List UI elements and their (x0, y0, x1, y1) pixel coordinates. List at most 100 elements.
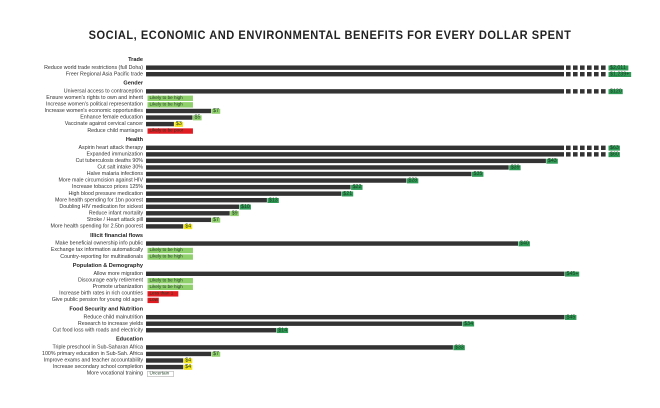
value-badge (183, 364, 193, 370)
bar-break-segment (573, 65, 578, 70)
value-badge (267, 198, 279, 203)
row-label: Exchange tax information automatically (51, 247, 144, 253)
bar (146, 271, 565, 276)
row-label: Make beneficial ownership info public (55, 241, 143, 247)
qualitative-badge (147, 284, 193, 290)
value-badge (183, 358, 193, 364)
value-badge (230, 211, 239, 217)
bar-break-segment (587, 89, 592, 94)
value-label: $3 (176, 121, 182, 127)
value-badge (239, 204, 251, 210)
row-label: Ensure women's rights to own and inherit (46, 95, 143, 101)
row-label: Reduce infant mortality (89, 210, 144, 216)
row-label: High blood pressure medication (69, 191, 144, 197)
value-badge (211, 217, 221, 223)
bar-break-segment (587, 65, 592, 70)
value-badge (509, 165, 521, 171)
qualitative-label: Likely to be high (150, 284, 184, 289)
bar (146, 345, 453, 350)
qualitative-badge (147, 247, 193, 254)
value-label: $43 (548, 158, 557, 164)
bar-break-segment (601, 65, 606, 70)
value-label: $14 (278, 327, 287, 333)
bar-break-segment (587, 72, 592, 77)
value-label: $7 (213, 108, 219, 114)
bar (146, 328, 277, 333)
bar-break-segment (566, 65, 571, 70)
qualitative-badge (147, 102, 193, 108)
qualitative-label: Likely to be poor (150, 128, 184, 133)
bar-break-segment (566, 89, 571, 94)
value-label: $13 (269, 197, 278, 203)
bar-break-segment (601, 72, 606, 77)
qualitative-label: Likely to be high (150, 247, 184, 252)
value-label: $21 (343, 191, 352, 197)
bar-break-segment (594, 152, 599, 157)
bar-break-segment (580, 145, 585, 150)
row-label: Research to increase yields (78, 321, 143, 327)
bar-break-segment (573, 89, 578, 94)
bar (146, 241, 518, 246)
bar (146, 115, 193, 120)
value-badge (518, 241, 530, 247)
row-label: 100% primary education in Sub-Sah. Afric… (42, 351, 143, 357)
value-badge (183, 224, 193, 230)
value-badge (211, 351, 221, 357)
bar-break-segment (594, 65, 599, 70)
section-heading: Population & Demography (73, 263, 144, 269)
row-label: Cut salt intake 30% (97, 165, 143, 171)
value-badge (211, 108, 221, 114)
value-label: $5 (195, 115, 201, 121)
row-label: Give public pension for young old ages (52, 297, 144, 303)
value-badge (608, 89, 623, 95)
row-label: Enhance female education (80, 115, 143, 121)
section-heading: Education (116, 337, 144, 343)
bar-break-segment (601, 152, 606, 157)
value-label: $39 (511, 165, 520, 171)
qualitative-badge (147, 128, 193, 134)
bar (146, 121, 174, 127)
bar (146, 204, 239, 209)
value-label: $4 (185, 224, 191, 230)
value-label: $45+ (567, 271, 579, 277)
row-label: Universal access to contraception (64, 88, 143, 94)
bar-break-segment (594, 89, 599, 94)
bar-break-segment (573, 72, 578, 77)
row-label: Reduce world trade restrictions (full Do… (44, 65, 143, 71)
row-label: Expanded immunization (86, 151, 143, 157)
bar (146, 364, 184, 370)
row-label: Country-reporting for multinationals (60, 254, 143, 260)
row-label: Reduce child malnutrition (84, 314, 144, 320)
value-badge (608, 65, 629, 71)
row-label: Vaccinate against cervical cancer (65, 121, 143, 127)
row-label: Increase tobacco prices 125% (72, 184, 143, 190)
value-label: $7 (213, 351, 219, 357)
qualitative-label: Likely to be high (150, 101, 184, 106)
row-label: More health spending for 2.5bn poorest (51, 224, 144, 230)
bar (146, 351, 212, 357)
value-label: $28 (408, 178, 417, 184)
value-badge (546, 158, 558, 164)
value-label: $35 (474, 171, 483, 177)
value-badge (406, 178, 419, 184)
bar-break-segment (601, 89, 606, 94)
bar-break-segment (566, 152, 571, 157)
bar-break-segment (580, 65, 585, 70)
qualitative-badge (147, 297, 159, 304)
row-label: Increase women's economic opportunities (45, 108, 144, 114)
bar (146, 165, 509, 170)
qualitative-badge (147, 278, 193, 284)
section-heading: Gender (123, 81, 143, 87)
row-label: Aspirin heart attack therapy (79, 145, 144, 151)
section-heading: Trade (128, 57, 143, 63)
qualitative-badge (147, 95, 193, 101)
row-label: Doubling HIV medication for sickest (59, 204, 143, 210)
row-label: Discourage early retirement (78, 277, 144, 283)
value-label: $9 (232, 210, 238, 216)
bar-break-segment (580, 72, 585, 77)
bar (146, 108, 212, 114)
row-label: Cut food loss with roads and electricity (53, 327, 144, 333)
bar-break-segment (594, 145, 599, 150)
value-label: $45 (567, 314, 576, 320)
qualitative-badge (147, 254, 193, 260)
